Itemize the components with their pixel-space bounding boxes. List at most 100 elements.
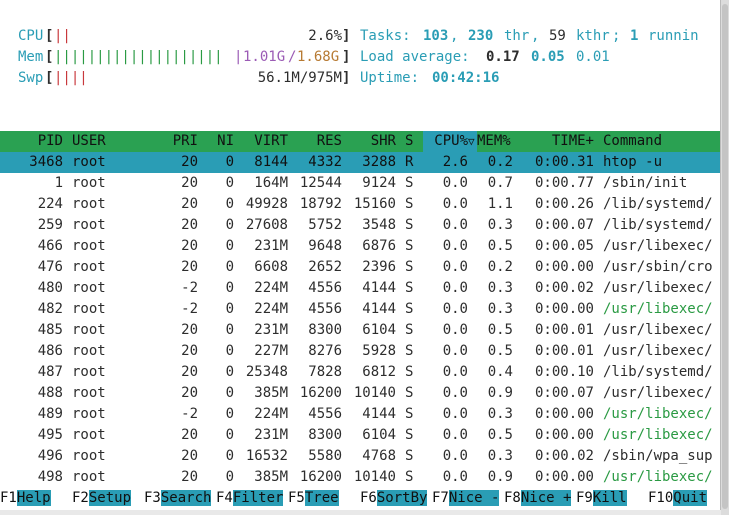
process-row[interactable]: 489 root -2 0 224M 4556 4144 S 0.0 0.3 0:00.00/usr…: [0, 404, 720, 425]
nice-cell: 0: [225, 280, 234, 296]
process-row[interactable]: 1 root 20 0 164M 12544 9124 S 0.0 0.7 0:00.77/sbin…: [0, 173, 720, 194]
priority-cell: 20: [181, 322, 198, 338]
nice-cell: 0: [225, 406, 234, 422]
state-cell: S: [405, 175, 414, 191]
time-cell: 0:00.07: [534, 217, 594, 233]
column-header-state[interactable]: S: [405, 133, 414, 149]
column-header-command[interactable]: Command: [603, 133, 663, 149]
process-row[interactable]: 496 root 20 0 16532 5580 4768 S 0.0 0.3 0:00.02/sb…: [0, 446, 720, 467]
pid-cell: 480: [37, 280, 63, 296]
nice-cell: 0: [225, 364, 234, 380]
scrollbar-thumb[interactable]: [722, 4, 728, 509]
time-cell: 0:00.77: [534, 175, 594, 191]
process-row[interactable]: 224 root 20 0 49928 18792 15160 S 0.0 1.1 0:00.26 /…: [0, 194, 720, 215]
priority-cell: -2: [181, 301, 198, 317]
function-key-quit-button[interactable]: F10Quit: [648, 488, 708, 509]
column-header-pid[interactable]: PID: [37, 133, 63, 149]
time-cell: 0:00.00: [534, 406, 594, 422]
user-cell: root: [72, 175, 106, 191]
process-row[interactable]: 498 root 20 0 385M 16200 10140 S 0.0 0.9 0:00.00/u…: [0, 467, 720, 488]
pid-cell: 487: [37, 364, 63, 380]
function-key-number: F8: [504, 490, 521, 506]
nice-cell: 0: [225, 427, 234, 443]
sort-descending-icon: ▽: [468, 135, 475, 148]
column-header-cpu-sorted[interactable]: CPU% ▽: [423, 131, 477, 152]
function-key-search-button[interactable]: F3Search: [144, 488, 212, 509]
cpu-percent-cell: 0.0: [442, 469, 468, 485]
process-row[interactable]: 259 root 20 0 27608 5752 3548 S 0.0 0.3 0:00.07/li…: [0, 215, 720, 236]
function-key-setup-button[interactable]: F2Setup: [72, 488, 132, 509]
nice-cell: 0: [225, 343, 234, 359]
time-cell: 0:00.02: [534, 448, 594, 464]
column-header-ni[interactable]: NI: [217, 133, 234, 149]
shr-cell: 4144: [362, 301, 396, 317]
window-scrollbar[interactable]: [721, 0, 729, 515]
function-key-nice-button[interactable]: F7Nice -: [432, 488, 500, 509]
virt-cell: 49928: [245, 196, 288, 212]
mem-percent-cell: 0.3: [487, 280, 513, 296]
res-cell: 12544: [299, 175, 342, 191]
function-key-nice-button[interactable]: F8Nice +: [504, 488, 572, 509]
process-row[interactable]: 482 root -2 0 224M 4556 4144 S 0.0 0.3 0:00.00/usr…: [0, 299, 720, 320]
state-cell: S: [405, 469, 414, 485]
res-cell: 9648: [308, 238, 342, 254]
pid-cell: 489: [37, 406, 63, 422]
mem-percent-cell: 0.4: [487, 364, 513, 380]
res-cell: 4556: [308, 406, 342, 422]
mem-percent-cell: 0.3: [487, 406, 513, 422]
res-cell: 5752: [308, 217, 342, 233]
running-label: runnin: [648, 28, 699, 44]
mem-meter: Mem [ |||||||||||||||||||| | 1.01G / 1.6…: [0, 47, 350, 68]
uptime-label: Uptime:: [360, 70, 420, 86]
function-key-sortby-button[interactable]: F6SortBy: [360, 488, 428, 509]
nice-cell: 0: [225, 217, 234, 233]
function-key-number: F10: [648, 490, 674, 506]
process-row[interactable]: 495 root 20 0 231M 8300 6104 S 0.0 0.5 0:00.00/usr…: [0, 425, 720, 446]
pid-cell: 466: [37, 238, 63, 254]
function-key-kill-button[interactable]: F9Kill: [576, 488, 627, 509]
process-row[interactable]: 488 root 20 0 385M 16200 10140 S 0.0 0.9 0:00.07/u…: [0, 383, 720, 404]
process-row[interactable]: 480 root -2 0 224M 4556 4144 S 0.0 0.3 0:00.02/usr…: [0, 278, 720, 299]
priority-cell: 20: [181, 259, 198, 275]
priority-cell: -2: [181, 280, 198, 296]
process-row[interactable]: 476 root 20 0 6608 2652 2396 S 0.0 0.2 0:00.00/usr…: [0, 257, 720, 278]
column-header-pri[interactable]: PRI: [172, 133, 198, 149]
column-header-time[interactable]: TIME+: [551, 133, 594, 149]
load-average-5min: 0.05: [531, 49, 565, 65]
mem-percent-cell: 0.5: [487, 343, 513, 359]
column-header-virt[interactable]: VIRT: [254, 133, 288, 149]
time-cell: 0:00.00: [534, 301, 594, 317]
command-cell: /lib/systemd/: [603, 364, 713, 380]
function-key-number: F3: [144, 490, 161, 506]
mem-meter-label: Mem: [18, 49, 44, 65]
function-key-help-button[interactable]: F1Help: [0, 488, 51, 509]
function-key-label: Tree: [304, 490, 339, 506]
process-row-selected[interactable]: 3468 root 20 0 8144 4332 3288 R 2.6 0.2 0:00.31 hto…: [0, 152, 720, 173]
process-row[interactable]: 466 root 20 0 231M 9648 6876 S 0.0 0.5 0:00.05/usr…: [0, 236, 720, 257]
nice-cell: 0: [225, 259, 234, 275]
function-key-label: Quit: [673, 490, 708, 506]
swp-meter-open-bracket: [: [45, 70, 54, 86]
shr-cell: 10140: [353, 469, 396, 485]
cpu-percent-cell: 0.0: [442, 280, 468, 296]
virt-cell: 164M: [254, 175, 288, 191]
cpu-percent-cell: 0.0: [442, 238, 468, 254]
command-cell: /usr/libexec/: [603, 301, 713, 317]
virt-cell: 231M: [254, 427, 288, 443]
command-cell: /usr/libexec/: [603, 238, 713, 254]
column-header-shr[interactable]: SHR: [370, 133, 396, 149]
command-cell: /usr/libexec/: [603, 427, 713, 443]
column-header-res[interactable]: RES: [316, 133, 342, 149]
function-key-filter-button[interactable]: F4Filter: [216, 488, 284, 509]
process-row[interactable]: 487 root 20 0 25348 7828 6812 S 0.0 0.4 0:00.10/li…: [0, 362, 720, 383]
process-row[interactable]: 486 root 20 0 227M 8276 5928 S 0.0 0.5 0:00.01/usr…: [0, 341, 720, 362]
function-key-tree-button[interactable]: F5Tree: [288, 488, 339, 509]
state-cell: S: [405, 406, 414, 422]
pid-cell: 488: [37, 385, 63, 401]
priority-cell: 20: [181, 217, 198, 233]
process-row[interactable]: 485 root 20 0 231M 8300 6104 S 0.0 0.5 0:00.01/usr…: [0, 320, 720, 341]
res-cell: 2652: [308, 259, 342, 275]
column-header-user[interactable]: USER: [72, 133, 106, 149]
column-header-mem[interactable]: MEM%: [477, 133, 511, 149]
time-cell: 0:00.05: [534, 238, 594, 254]
